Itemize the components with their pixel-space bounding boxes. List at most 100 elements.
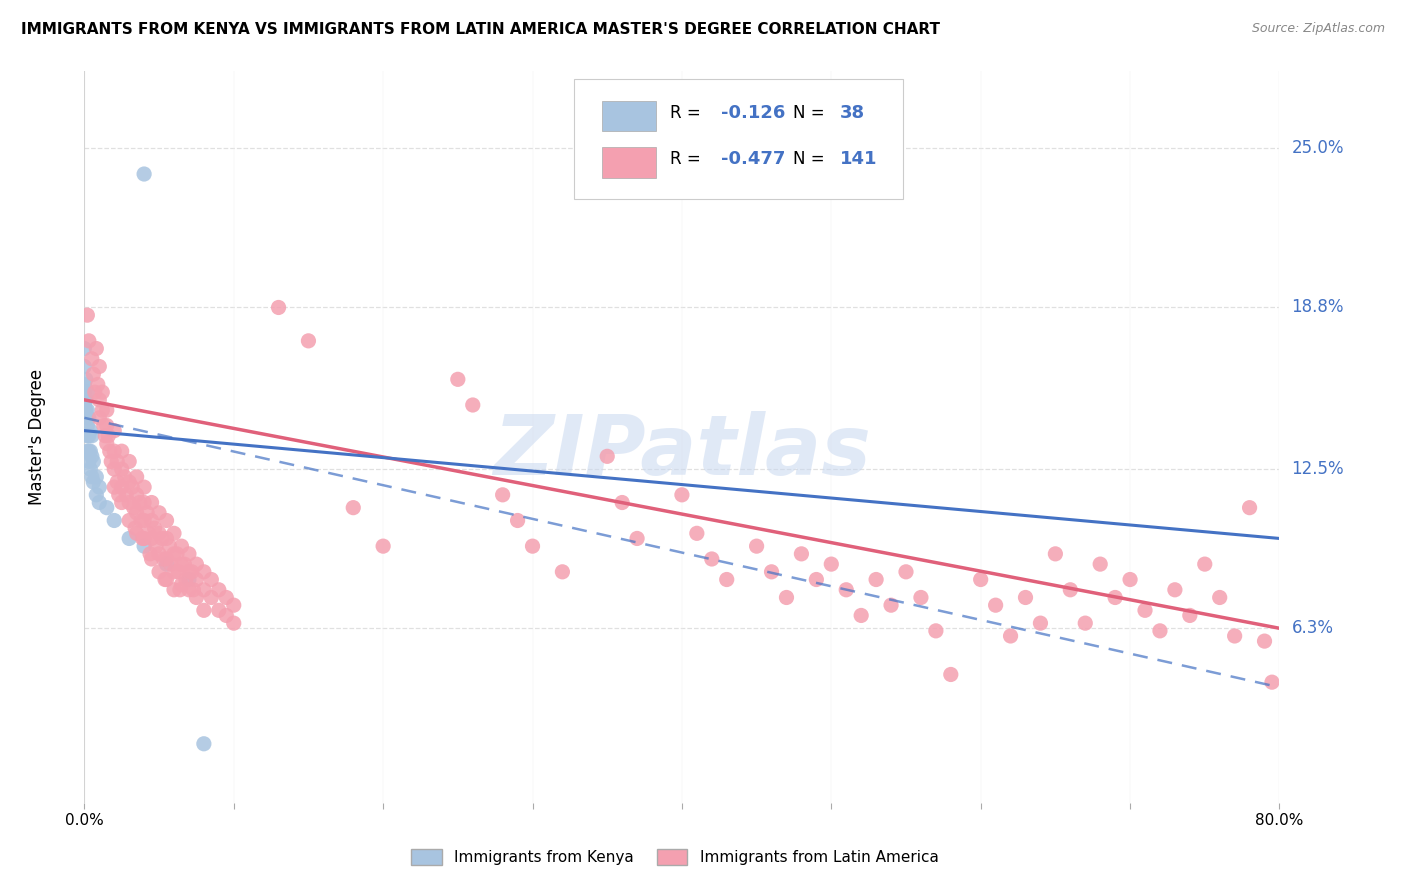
Point (506, 514, 529, 528)
Point (970, 573, 993, 587)
Point (155, 573, 177, 587)
Point (160, 557, 183, 571)
Point (835, 582, 858, 597)
Point (111, 480, 134, 494)
Point (98, 444, 121, 458)
Point (93, 418, 115, 433)
Point (200, 573, 222, 587)
Text: ZIPatlas: ZIPatlas (494, 411, 870, 492)
Point (894, 565, 917, 579)
Point (75, 372, 97, 386)
Point (79, 424, 101, 438)
Point (155, 514, 177, 528)
Point (177, 573, 200, 587)
Point (1261, 675, 1284, 690)
Point (1164, 582, 1187, 597)
Point (851, 608, 873, 623)
Point (132, 532, 156, 546)
Point (1178, 608, 1201, 623)
Point (77, 429, 100, 443)
Point (79, 444, 101, 458)
Point (75, 410, 97, 425)
Text: -0.126: -0.126 (721, 104, 786, 122)
Point (125, 470, 148, 484)
Text: Source: ZipAtlas.com: Source: ZipAtlas.com (1251, 22, 1385, 36)
Point (215, 591, 238, 605)
Point (671, 488, 693, 502)
Point (141, 514, 163, 528)
Point (114, 470, 136, 484)
Text: 38: 38 (839, 104, 865, 122)
Point (775, 591, 797, 605)
Point (80, 450, 103, 464)
Point (686, 526, 709, 541)
Point (128, 495, 150, 509)
Point (103, 480, 125, 494)
Point (91, 403, 114, 417)
Point (163, 526, 186, 541)
Point (761, 565, 783, 579)
Point (342, 500, 364, 515)
Point (96, 436, 118, 450)
Point (77, 454, 100, 468)
Point (1000, 629, 1022, 643)
Point (522, 539, 544, 553)
Point (222, 598, 245, 612)
Point (806, 573, 828, 587)
Point (76, 308, 98, 322)
Text: N =: N = (793, 104, 830, 122)
Point (76, 429, 98, 443)
FancyBboxPatch shape (575, 78, 903, 200)
Point (89, 410, 111, 425)
Point (1209, 591, 1232, 605)
Point (181, 565, 204, 579)
Point (73, 342, 96, 356)
Point (208, 582, 231, 597)
Point (138, 526, 160, 541)
Point (193, 565, 215, 579)
Point (174, 573, 197, 587)
Point (222, 616, 245, 631)
Text: N =: N = (793, 150, 830, 168)
Text: 18.8%: 18.8% (1292, 299, 1344, 317)
Point (1133, 603, 1156, 617)
Point (716, 573, 738, 587)
Point (155, 557, 177, 571)
Point (77, 410, 100, 425)
Point (1253, 634, 1275, 648)
Point (111, 495, 134, 509)
Point (1223, 629, 1246, 643)
Point (89, 480, 111, 494)
Point (89, 359, 111, 374)
Point (155, 552, 177, 566)
Text: R =: R = (671, 104, 706, 122)
Point (118, 514, 141, 528)
Point (186, 591, 208, 605)
Point (73, 398, 96, 412)
Text: IMMIGRANTS FROM KENYA VS IMMIGRANTS FROM LATIN AMERICA MASTER'S DEGREE CORRELATI: IMMIGRANTS FROM KENYA VS IMMIGRANTS FROM… (21, 22, 941, 37)
Point (155, 532, 177, 546)
Point (1149, 624, 1171, 638)
Point (100, 454, 122, 468)
Text: 25.0%: 25.0% (1292, 139, 1344, 157)
Point (103, 462, 125, 476)
Point (82, 454, 104, 468)
Point (215, 608, 238, 623)
Point (141, 552, 163, 566)
Point (163, 565, 186, 579)
Point (132, 539, 156, 553)
Point (173, 557, 195, 571)
Text: -0.477: -0.477 (721, 150, 786, 168)
Point (132, 495, 156, 509)
Point (167, 565, 190, 579)
Point (1045, 547, 1067, 561)
Point (183, 582, 205, 597)
Point (461, 398, 484, 412)
Point (103, 424, 125, 438)
Point (125, 506, 148, 520)
Point (105, 454, 128, 468)
Point (153, 573, 176, 587)
Point (170, 539, 193, 553)
Point (94, 429, 117, 443)
Text: R =: R = (671, 150, 706, 168)
